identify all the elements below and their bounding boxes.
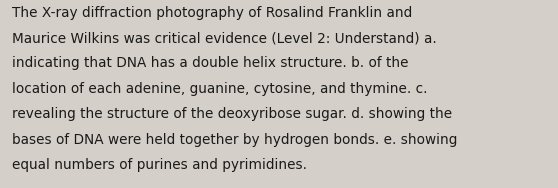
Text: indicating that DNA has a double helix structure. b. of the: indicating that DNA has a double helix s… xyxy=(12,56,409,70)
Text: revealing the structure of the deoxyribose sugar. d. showing the: revealing the structure of the deoxyribo… xyxy=(12,107,453,121)
Text: equal numbers of purines and pyrimidines.: equal numbers of purines and pyrimidines… xyxy=(12,158,307,172)
Text: The X-ray diffraction photography of Rosalind Franklin and: The X-ray diffraction photography of Ros… xyxy=(12,6,412,20)
Text: bases of DNA were held together by hydrogen bonds. e. showing: bases of DNA were held together by hydro… xyxy=(12,133,458,146)
Text: location of each adenine, guanine, cytosine, and thymine. c.: location of each adenine, guanine, cytos… xyxy=(12,82,428,96)
Text: Maurice Wilkins was critical evidence (Level 2: Understand) a.: Maurice Wilkins was critical evidence (L… xyxy=(12,31,437,45)
